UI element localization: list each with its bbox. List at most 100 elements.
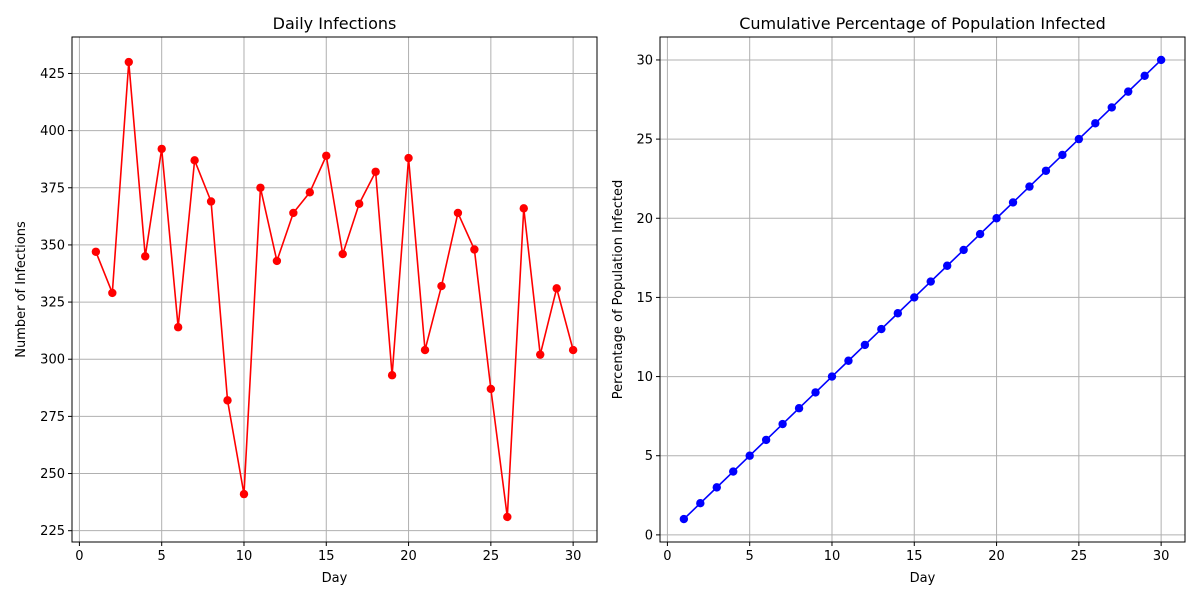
y-tick-label: 425: [40, 67, 65, 82]
data-point: [1058, 150, 1067, 160]
data-point: [568, 345, 578, 355]
plot-frame: [659, 36, 1186, 543]
y-axis-label: Percentage of Population Infected: [611, 180, 626, 400]
data-point: [827, 372, 837, 381]
data-point: [338, 249, 347, 259]
y-tick-label: 400: [40, 124, 65, 139]
data-point: [223, 396, 232, 405]
data-point: [272, 256, 282, 266]
data-point: [124, 57, 133, 67]
data-point: [371, 167, 380, 176]
data-point: [992, 214, 1001, 223]
x-axis-label: Day: [322, 571, 348, 586]
data-point: [696, 499, 705, 508]
data-point: [1156, 55, 1166, 65]
data-point: [942, 261, 952, 270]
x-axis-label: Day: [910, 571, 936, 586]
x-tick-label: 15: [906, 549, 923, 564]
x-tick-label: 5: [746, 549, 754, 564]
data-point: [761, 435, 771, 445]
data-point: [1074, 134, 1084, 144]
data-point: [745, 451, 754, 460]
data-point: [91, 247, 101, 256]
x-tick-label: 20: [400, 549, 417, 564]
data-point: [1140, 71, 1149, 80]
x-tick-label: 10: [236, 549, 253, 564]
data-point: [1008, 198, 1018, 207]
data-point: [811, 388, 820, 397]
data-point: [387, 371, 397, 380]
data-point: [289, 208, 298, 218]
y-tick-label: 20: [636, 212, 653, 227]
data-point: [322, 151, 331, 160]
x-tick-label: 25: [1071, 549, 1088, 564]
chart-title: Daily Infections: [273, 14, 397, 33]
data-point: [893, 309, 903, 318]
y-axis-label: Number of Infections: [14, 221, 29, 358]
y-tick-label: 25: [636, 133, 653, 148]
data-point: [453, 208, 463, 218]
data-point: [1025, 182, 1034, 191]
data-point: [778, 419, 787, 429]
y-tick-label: 30: [636, 53, 653, 68]
data-point: [404, 153, 413, 163]
data-point: [239, 489, 249, 499]
data-point: [256, 183, 265, 192]
x-tick-label: 20: [988, 549, 1005, 564]
data-point: [173, 323, 183, 332]
plot-frame: [71, 36, 598, 543]
data-point: [157, 144, 166, 154]
x-tick-label: 10: [824, 549, 841, 564]
data-point: [877, 324, 886, 334]
y-tick-label: 250: [40, 467, 65, 482]
data-point: [354, 199, 364, 208]
x-tick-label: 30: [565, 549, 582, 564]
data-point: [108, 288, 117, 298]
data-point: [1107, 103, 1116, 112]
y-tick-label: 275: [40, 410, 65, 425]
data-point: [926, 277, 935, 286]
y-tick-label: 350: [40, 238, 65, 253]
data-point: [486, 384, 496, 394]
data-point: [519, 204, 528, 213]
data-point: [190, 156, 199, 165]
data-point: [536, 350, 545, 359]
data-point: [503, 512, 512, 522]
y-tick-label: 15: [636, 291, 653, 306]
x-tick-label: 15: [318, 549, 335, 564]
data-point: [679, 514, 689, 524]
data-point: [420, 345, 430, 355]
data-point: [729, 467, 738, 476]
y-tick-label: 300: [40, 353, 65, 368]
y-tick-label: 325: [40, 296, 65, 311]
data-point: [794, 404, 804, 413]
data-point: [844, 356, 853, 365]
y-tick-label: 10: [636, 370, 653, 385]
y-tick-label: 375: [40, 181, 65, 196]
x-tick-label: 0: [663, 549, 671, 564]
data-point: [552, 284, 561, 293]
x-tick-label: 30: [1153, 549, 1170, 564]
data-point: [959, 245, 968, 255]
cumulative-percentage-panel: 0 5 10 15 20 25 30 0 5 10 15 20 25 30 Cumulative Perc…: [611, 14, 1186, 586]
data-point: [470, 245, 479, 254]
data-point: [206, 197, 216, 206]
chart-title: Cumulative Percentage of Population Infe…: [739, 14, 1106, 33]
data-point: [141, 252, 150, 261]
data-point: [712, 483, 721, 492]
y-tick-label: 0: [645, 528, 653, 543]
x-tick-label: 5: [158, 549, 166, 564]
x-tick-label: 0: [75, 549, 83, 564]
data-point: [860, 340, 870, 350]
data-point: [910, 293, 919, 302]
data-point: [437, 281, 446, 291]
x-tick-label: 25: [483, 549, 500, 564]
daily-infections-panel: 0 5 10 15 20 25 30225250275300325350375400425 …: [14, 14, 598, 586]
data-point: [1091, 119, 1100, 128]
y-tick-label: 225: [40, 524, 65, 539]
data-point: [1124, 87, 1133, 96]
y-tick-label: 5: [645, 449, 653, 464]
data-point: [975, 229, 985, 239]
